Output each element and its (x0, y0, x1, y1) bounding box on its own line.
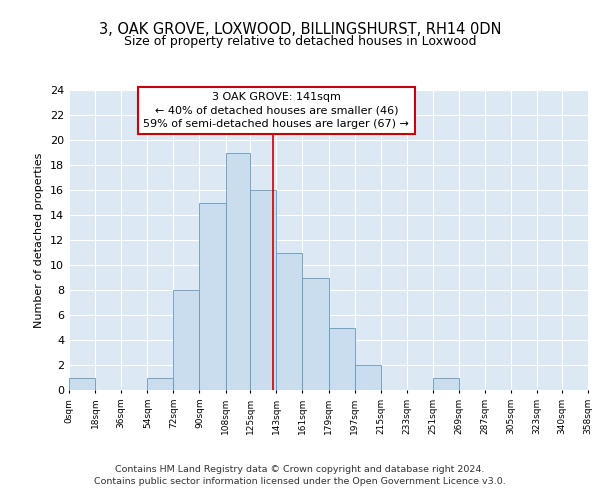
Bar (250, 190, 277, 390)
Bar (147, 378, 173, 390)
Text: Contains public sector information licensed under the Open Government Licence v3: Contains public sector information licen… (94, 477, 506, 486)
Text: Size of property relative to detached houses in Loxwood: Size of property relative to detached ho… (124, 35, 476, 48)
Y-axis label: Number of detached properties: Number of detached properties (34, 152, 44, 328)
Bar (277, 252, 302, 390)
Bar (199, 202, 226, 390)
Bar (173, 290, 199, 390)
Text: 3 OAK GROVE: 141sqm
← 40% of detached houses are smaller (46)
59% of semi-detach: 3 OAK GROVE: 141sqm ← 40% of detached ho… (143, 92, 409, 129)
Bar (329, 328, 355, 390)
Bar (226, 152, 250, 390)
Bar (433, 378, 459, 390)
Bar (302, 278, 329, 390)
Bar (355, 365, 380, 390)
Text: 3, OAK GROVE, LOXWOOD, BILLINGSHURST, RH14 0DN: 3, OAK GROVE, LOXWOOD, BILLINGSHURST, RH… (99, 22, 501, 38)
Text: Contains HM Land Registry data © Crown copyright and database right 2024.: Contains HM Land Registry data © Crown c… (115, 465, 485, 474)
Bar (69, 378, 95, 390)
